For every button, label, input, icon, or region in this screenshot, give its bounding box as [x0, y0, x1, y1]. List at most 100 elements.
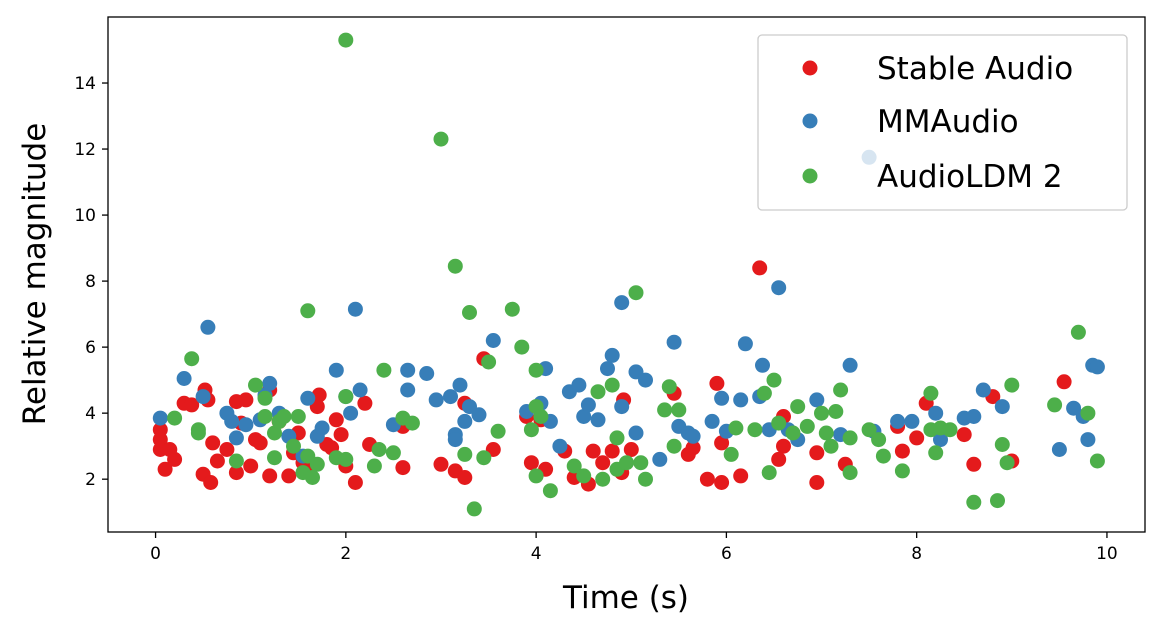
- point-stable-audio-64: [699, 471, 715, 487]
- point-mmaudio-31: [457, 413, 473, 429]
- point-mmaudio-60: [733, 392, 749, 408]
- y-tick-label: 12: [74, 140, 96, 160]
- point-audioldm-2-56: [657, 402, 673, 418]
- y-tick-label: 8: [85, 272, 96, 292]
- point-mmaudio-78: [966, 409, 982, 424]
- point-mmaudio-80: [994, 399, 1010, 415]
- point-audioldm-2-79: [875, 448, 891, 464]
- point-mmaudio-6: [228, 430, 244, 446]
- point-audioldm-2-31: [457, 446, 473, 462]
- legend-label-stable-audio: Stable Audio: [877, 51, 1073, 87]
- point-audioldm-2-55: [638, 471, 653, 487]
- points-layer: [152, 32, 1105, 517]
- y-tick-label: 2: [85, 470, 96, 490]
- point-stable-audio-69: [752, 260, 768, 276]
- point-mmaudio-2: [195, 389, 211, 405]
- point-audioldm-2-62: [747, 422, 763, 438]
- legend-marker-stable-audio: [802, 60, 818, 76]
- point-audioldm-2-9: [267, 425, 282, 441]
- point-mmaudio-14: [300, 390, 316, 406]
- legend-label-audioldm-2: AudioLDM 2: [877, 159, 1063, 195]
- point-mmaudio-44: [590, 412, 606, 428]
- point-audioldm-2-69: [799, 418, 815, 434]
- point-mmaudio-70: [842, 357, 858, 373]
- y-tick-label: 6: [85, 338, 96, 358]
- point-audioldm-2-13: [290, 409, 306, 424]
- point-audioldm-2-53: [628, 285, 644, 301]
- point-mmaudio-33: [471, 407, 487, 423]
- point-audioldm-2-58: [666, 438, 682, 454]
- point-audioldm-2-89: [999, 455, 1015, 471]
- point-audioldm-2-77: [861, 422, 877, 438]
- point-stable-audio-25: [281, 468, 297, 484]
- point-stable-audio-73: [809, 475, 825, 490]
- point-mmaudio-47: [614, 295, 630, 311]
- point-mmaudio-17: [328, 362, 344, 378]
- point-stable-audio-37: [347, 475, 363, 490]
- x-tick-label: 4: [531, 544, 542, 564]
- point-audioldm-2-87: [990, 493, 1005, 509]
- point-mmaudio-7: [238, 417, 254, 433]
- point-audioldm-2-17: [305, 470, 320, 485]
- point-mmaudio-19: [343, 405, 359, 421]
- point-audioldm-2-92: [1070, 324, 1086, 340]
- point-mmaudio-75: [928, 405, 944, 421]
- y-axis-label: Relative magnitude: [17, 123, 53, 426]
- point-audioldm-2-86: [966, 494, 982, 510]
- point-audioldm-2-23: [366, 458, 382, 474]
- point-audioldm-2-54: [633, 455, 649, 471]
- point-audioldm-2-30: [447, 258, 463, 274]
- point-mmaudio-34: [485, 333, 501, 348]
- x-tick-label: 10: [1096, 544, 1118, 564]
- point-audioldm-2-65: [766, 372, 782, 388]
- point-audioldm-2-83: [928, 445, 944, 461]
- point-stable-audio-63: [685, 440, 701, 456]
- point-mmaudio-79: [975, 382, 991, 398]
- point-stable-audio-3: [157, 461, 173, 477]
- point-stable-audio-13: [209, 453, 225, 469]
- point-stable-audio-60: [623, 442, 639, 457]
- point-audioldm-2-74: [833, 382, 849, 398]
- point-stable-audio-38: [357, 395, 373, 411]
- point-mmaudio-46: [604, 347, 620, 363]
- point-stable-audio-74: [809, 445, 825, 461]
- point-mmaudio-51: [638, 372, 653, 388]
- point-stable-audio-49: [523, 455, 539, 471]
- point-audioldm-2-36: [490, 423, 506, 439]
- point-audioldm-2-28: [404, 415, 420, 431]
- point-stable-audio-40: [395, 460, 411, 476]
- x-tick-label: 6: [721, 544, 732, 564]
- point-mmaudio-16: [314, 420, 330, 436]
- point-audioldm-2-43: [533, 409, 549, 424]
- point-stable-audio-18: [238, 392, 254, 408]
- point-audioldm-2-8: [267, 450, 282, 466]
- point-audioldm-2-85: [942, 422, 958, 438]
- point-stable-audio-78: [909, 430, 925, 446]
- legend-label-mmaudio: MMAudio: [877, 104, 1019, 140]
- point-audioldm-2-71: [818, 425, 834, 441]
- x-tick-label: 0: [150, 544, 161, 564]
- point-stable-audio-35: [333, 427, 349, 443]
- point-audioldm-2-47: [590, 384, 606, 400]
- point-audioldm-2-12: [286, 438, 301, 454]
- point-audioldm-2-81: [923, 385, 939, 401]
- y-tick-label: 4: [85, 404, 96, 424]
- point-stable-audio-44: [457, 470, 473, 485]
- point-audioldm-2-1: [184, 351, 200, 367]
- point-mmaudio-3: [200, 319, 216, 335]
- point-audioldm-2-41: [528, 362, 544, 378]
- point-audioldm-2-91: [1047, 397, 1063, 413]
- legend-marker-audioldm-2: [802, 168, 818, 184]
- point-stable-audio-42: [433, 456, 449, 472]
- point-mmaudio-29: [447, 432, 463, 448]
- point-mmaudio-1: [176, 371, 192, 386]
- point-audioldm-2-44: [542, 483, 558, 499]
- x-axis-label: Time (s): [562, 580, 689, 616]
- point-audioldm-2-78: [871, 432, 887, 448]
- point-audioldm-2-34: [476, 450, 492, 466]
- point-stable-audio-12: [205, 435, 221, 451]
- point-audioldm-2-22: [338, 389, 354, 405]
- point-mmaudio-30: [452, 377, 468, 393]
- point-stable-audio-56: [595, 455, 611, 471]
- legend-frame: [757, 34, 1128, 211]
